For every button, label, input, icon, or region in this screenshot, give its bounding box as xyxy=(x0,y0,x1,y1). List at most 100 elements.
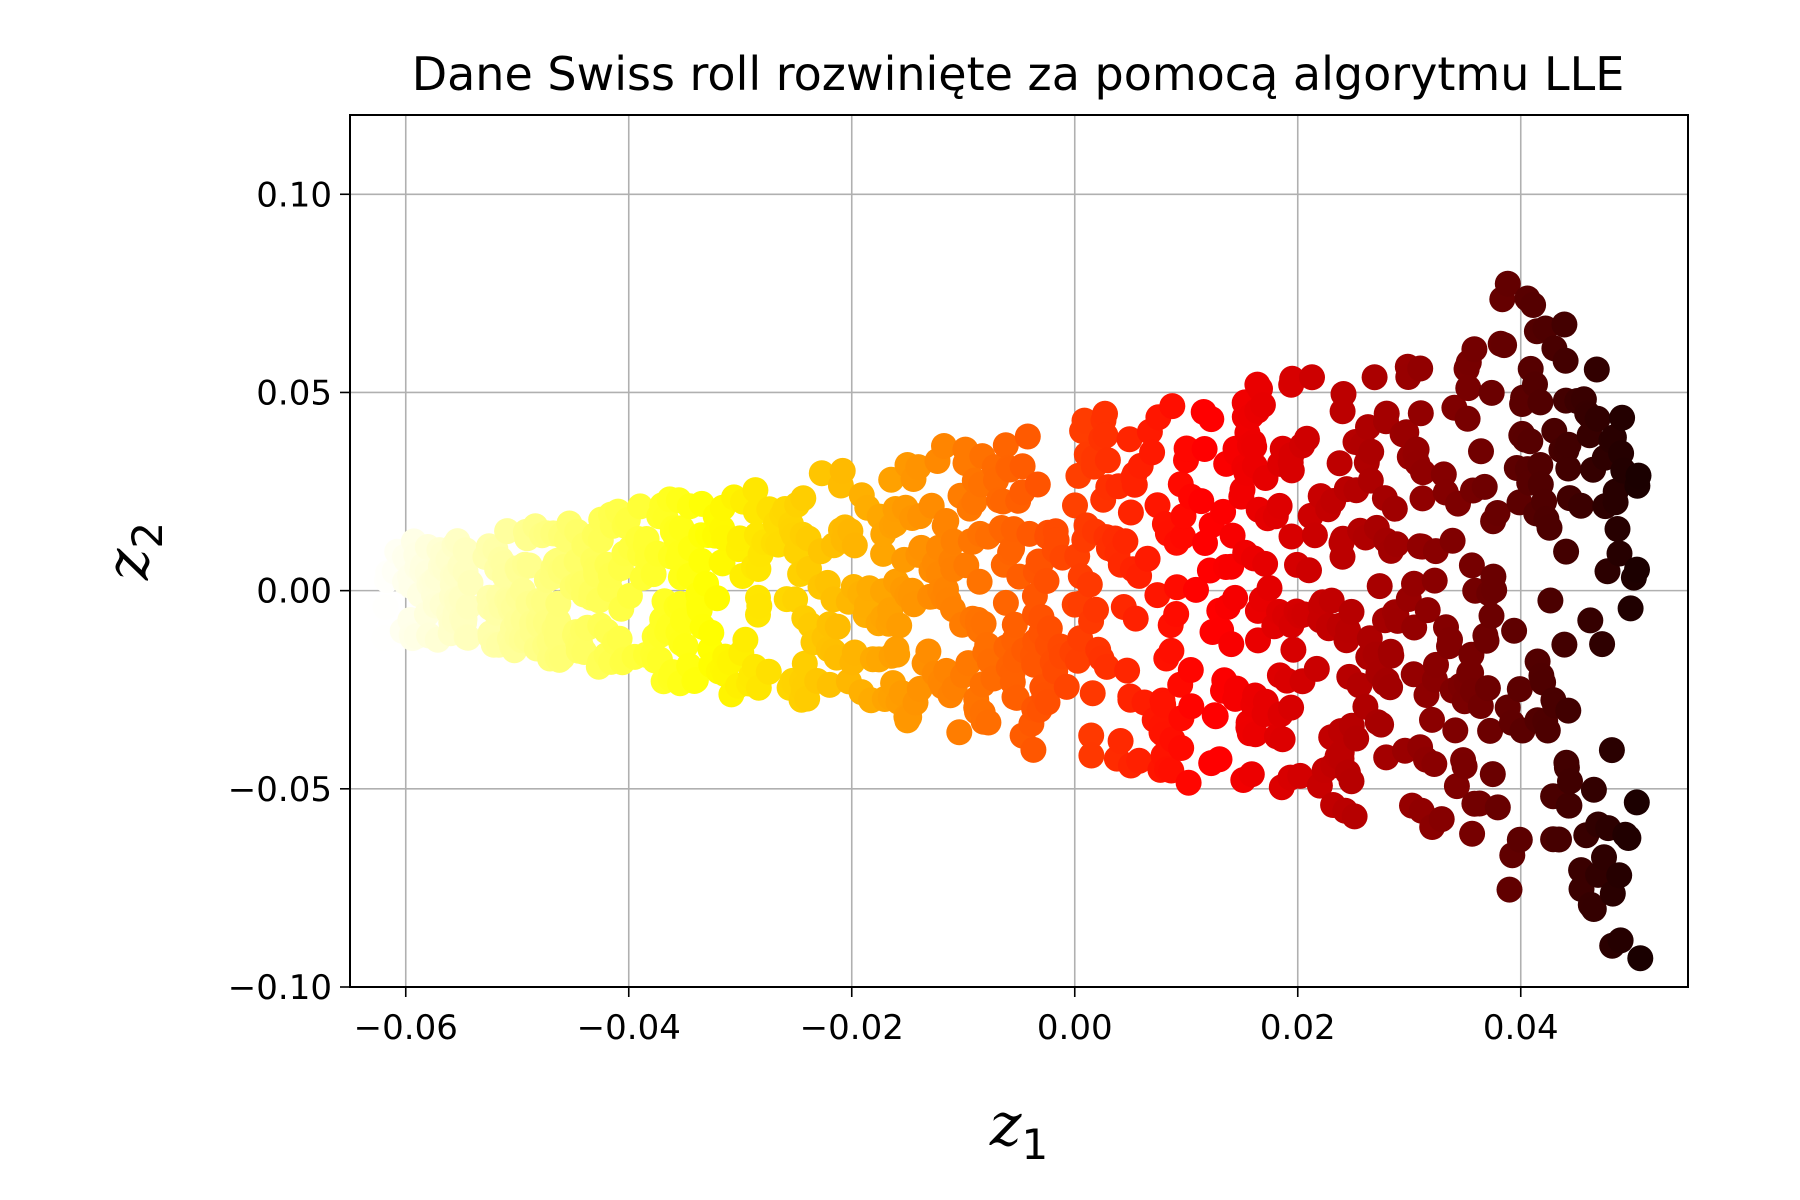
data-point xyxy=(992,432,1019,459)
data-point xyxy=(1191,436,1218,462)
data-point xyxy=(1366,573,1393,600)
data-point xyxy=(1484,500,1511,526)
data-point xyxy=(886,612,913,639)
data-point xyxy=(1443,773,1470,800)
data-point xyxy=(1178,693,1205,720)
y-tick-label: −0.10 xyxy=(228,968,332,1008)
data-point xyxy=(1580,776,1607,803)
x-tick-label: 0.02 xyxy=(1260,1008,1336,1048)
data-point xyxy=(1114,657,1141,684)
data-point xyxy=(1623,789,1650,816)
data-point xyxy=(816,671,843,698)
data-point xyxy=(1020,736,1047,763)
data-point xyxy=(1477,717,1504,744)
data-point xyxy=(1278,457,1305,484)
data-point xyxy=(1329,543,1356,570)
data-point xyxy=(1606,862,1633,889)
data-point xyxy=(1183,576,1209,603)
data-point xyxy=(1506,676,1533,703)
data-point xyxy=(946,719,973,746)
data-point xyxy=(1107,728,1134,754)
data-point xyxy=(884,641,911,668)
data-point xyxy=(1381,495,1408,522)
data-point xyxy=(372,594,399,620)
data-point xyxy=(1491,332,1518,359)
data-point xyxy=(1598,737,1625,764)
data-point xyxy=(1546,826,1572,853)
data-point xyxy=(1383,531,1410,558)
data-point xyxy=(1326,450,1353,477)
data-point xyxy=(933,508,960,534)
data-point xyxy=(915,638,942,665)
data-point xyxy=(1568,492,1594,519)
data-point xyxy=(1615,825,1642,851)
data-point xyxy=(1150,691,1177,718)
data-point xyxy=(732,626,759,653)
data-point xyxy=(1358,438,1385,465)
y-tick-label: 0.10 xyxy=(256,175,332,215)
data-points xyxy=(371,270,1654,972)
data-point xyxy=(1170,523,1196,550)
data-point xyxy=(870,540,897,567)
data-point xyxy=(1341,803,1368,830)
data-point xyxy=(1278,523,1305,550)
x-tick-label: 0.00 xyxy=(1037,1008,1113,1048)
data-point xyxy=(452,538,479,565)
data-point xyxy=(1527,389,1554,416)
data-point xyxy=(1222,584,1249,611)
data-point xyxy=(1468,438,1494,465)
data-point xyxy=(1299,364,1325,391)
data-point xyxy=(1419,706,1445,733)
data-point xyxy=(1625,462,1652,489)
data-point xyxy=(1269,726,1296,753)
x-axis: −0.06 −0.04 −0.02 0.00 0.02 0.04 xyxy=(354,987,1559,1048)
data-point xyxy=(1479,761,1506,788)
data-point xyxy=(1206,746,1233,773)
data-point xyxy=(1278,694,1305,721)
data-point xyxy=(1218,631,1245,658)
data-point xyxy=(1062,492,1088,519)
data-point xyxy=(1293,425,1320,452)
data-point xyxy=(1280,636,1307,663)
data-point xyxy=(1484,794,1511,821)
data-point xyxy=(1400,661,1427,688)
data-point xyxy=(1589,631,1616,658)
data-point xyxy=(1496,876,1523,903)
data-point xyxy=(1092,422,1119,449)
data-point xyxy=(999,535,1026,562)
data-point xyxy=(1287,762,1314,789)
plot-frame xyxy=(349,114,1689,988)
y-axis-label-subscript: 2 xyxy=(123,522,172,549)
data-point xyxy=(1442,717,1469,744)
data-point xyxy=(742,477,769,504)
data-point xyxy=(1094,447,1121,474)
data-point xyxy=(1202,703,1229,730)
data-point xyxy=(1471,473,1498,500)
data-point xyxy=(1461,336,1488,363)
data-point xyxy=(1071,407,1098,434)
data-point xyxy=(1033,568,1060,594)
x-tick-label: −0.04 xyxy=(577,1008,681,1048)
data-point xyxy=(1014,423,1041,450)
data-point xyxy=(829,457,856,484)
data-point xyxy=(1410,459,1436,486)
data-point xyxy=(1346,672,1373,699)
data-point xyxy=(1373,400,1400,427)
data-point xyxy=(1478,602,1505,629)
data-point xyxy=(1078,742,1105,769)
data-point xyxy=(1303,655,1330,682)
data-point xyxy=(1168,735,1195,761)
data-point xyxy=(1064,647,1091,674)
data-point xyxy=(1139,439,1166,466)
data-point xyxy=(1478,379,1505,406)
data-point xyxy=(1076,571,1103,598)
data-point xyxy=(1606,540,1633,567)
x-axis-label: z1 xyxy=(989,1090,1048,1169)
data-point xyxy=(975,709,1002,736)
data-point xyxy=(1241,433,1268,460)
data-point xyxy=(1459,820,1486,847)
x-tick-label: 0.04 xyxy=(1483,1008,1559,1048)
data-point xyxy=(1555,697,1582,724)
data-point xyxy=(841,532,868,559)
